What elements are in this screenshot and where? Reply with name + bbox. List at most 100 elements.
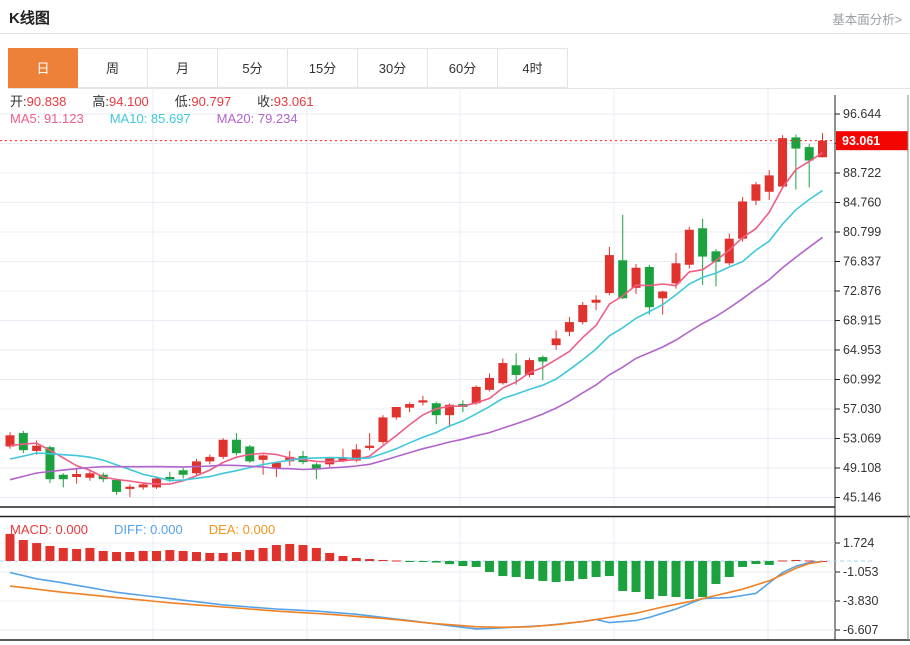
- macd-bar: [804, 560, 814, 562]
- candle-body: [125, 486, 135, 489]
- macd-bar: [311, 547, 321, 562]
- macd-bar: [205, 552, 215, 562]
- candle-body: [58, 474, 68, 480]
- tab-15分[interactable]: 15分: [288, 48, 358, 88]
- tab-日[interactable]: 日: [8, 48, 78, 88]
- candle-body: [18, 433, 28, 451]
- candle-body: [445, 404, 455, 416]
- candle-body: [578, 304, 588, 323]
- macd-bar: [72, 548, 82, 562]
- candle-body: [258, 455, 268, 460]
- candle-body: [338, 458, 348, 461]
- macd-bar: [724, 561, 734, 577]
- macd-bar: [391, 560, 401, 562]
- macd-bar: [498, 561, 508, 577]
- candle-body: [658, 291, 668, 299]
- candle-body: [791, 137, 801, 149]
- macd-bar: [365, 559, 375, 562]
- candle-body: [391, 406, 401, 418]
- macd-bar: [152, 550, 162, 562]
- macd-bar: [165, 550, 175, 562]
- candle-body: [738, 201, 748, 239]
- page-title: K线图: [9, 10, 50, 27]
- tab-周[interactable]: 周: [78, 48, 148, 88]
- macd-bar: [218, 552, 228, 562]
- macd-bar: [271, 545, 281, 562]
- y-axis-label: 80.799: [843, 225, 881, 239]
- tab-5分[interactable]: 5分: [218, 48, 288, 88]
- macd-bar: [698, 561, 708, 598]
- macd-bar: [551, 561, 561, 582]
- tab-月[interactable]: 月: [148, 48, 218, 88]
- candle-body: [511, 365, 521, 375]
- candle-body: [351, 449, 361, 461]
- candle-body: [325, 457, 335, 465]
- tab-60分[interactable]: 60分: [428, 48, 498, 88]
- candle-body: [365, 445, 375, 448]
- y-axis-label: 1.724: [843, 536, 874, 550]
- candle-body: [618, 260, 628, 299]
- macd-bar: [98, 550, 108, 562]
- legend-item: 开:90.838: [10, 94, 67, 109]
- macd-bar: [458, 561, 468, 567]
- macd-bar: [778, 560, 788, 562]
- candle-body: [218, 439, 228, 457]
- macd-bar: [85, 547, 95, 562]
- macd-bar: [524, 561, 534, 579]
- macd-bar: [298, 545, 308, 562]
- legend-item: MACD: 0.000: [10, 522, 89, 537]
- candle-body: [191, 461, 201, 474]
- y-axis-label: 60.992: [843, 373, 881, 387]
- candle-body: [205, 456, 215, 462]
- y-axis-label: 96.644: [843, 107, 881, 121]
- candle-body: [631, 267, 641, 288]
- candle-body: [112, 479, 122, 492]
- candle-body: [591, 299, 601, 303]
- y-axis-label: -3.830: [843, 594, 878, 608]
- macd-bar: [231, 552, 241, 562]
- candle-body: [751, 184, 761, 201]
- macd-bar: [351, 557, 361, 562]
- ma-legend: MA5: 91.123 MA10: 85.697 MA20: 79.234: [10, 111, 324, 126]
- candle-body: [711, 251, 721, 262]
- y-axis-label: -1.053: [843, 565, 878, 579]
- header: K线图 基本面分析>: [0, 0, 910, 34]
- candle-body: [138, 484, 148, 488]
- macd-bar: [285, 543, 295, 562]
- macd-bar: [751, 561, 761, 565]
- macd-bar: [32, 543, 42, 562]
- candle-body: [231, 439, 241, 454]
- candle-body: [378, 417, 388, 442]
- macd-bar: [604, 561, 614, 577]
- fundamental-analysis-link[interactable]: 基本面分析>: [832, 13, 902, 27]
- macd-bar: [738, 561, 748, 567]
- macd-bar: [764, 561, 774, 565]
- macd-bar: [245, 550, 255, 562]
- tab-30分[interactable]: 30分: [358, 48, 428, 88]
- legend-item: 高:94.100: [92, 94, 149, 109]
- macd-bar: [191, 552, 201, 562]
- macd-bar: [511, 561, 521, 577]
- macd-bar: [485, 561, 495, 572]
- candle-body: [285, 456, 295, 462]
- macd-bar: [671, 561, 681, 598]
- y-axis-label: 45.146: [843, 491, 881, 505]
- macd-bar: [631, 561, 641, 593]
- macd-bar: [445, 561, 455, 565]
- macd-bar: [618, 561, 628, 591]
- kline-chart-svg[interactable]: 96.644 88.722 84.760 80.799 76.837 72.876 68.9…: [0, 88, 910, 645]
- macd-bar: [325, 552, 335, 562]
- candle-body: [178, 470, 188, 475]
- macd-bar: [471, 561, 481, 567]
- y-axis-label: 68.915: [843, 314, 881, 328]
- tab-4时[interactable]: 4时: [498, 48, 568, 88]
- macd-bar: [338, 555, 348, 562]
- legend-item: DIFF: 0.000: [114, 522, 183, 537]
- chart-area: 96.644 88.722 84.760 80.799 76.837 72.876 68.9…: [0, 88, 910, 645]
- current-price-tag-value: 93.061: [842, 134, 880, 148]
- candle-body: [45, 447, 55, 480]
- ohlc-legend: 开:90.838 高:94.100 低:90.797 收:93.061: [10, 91, 340, 110]
- candle-body: [764, 175, 774, 192]
- macd-bar: [564, 561, 574, 581]
- y-axis-label: 88.722: [843, 166, 881, 180]
